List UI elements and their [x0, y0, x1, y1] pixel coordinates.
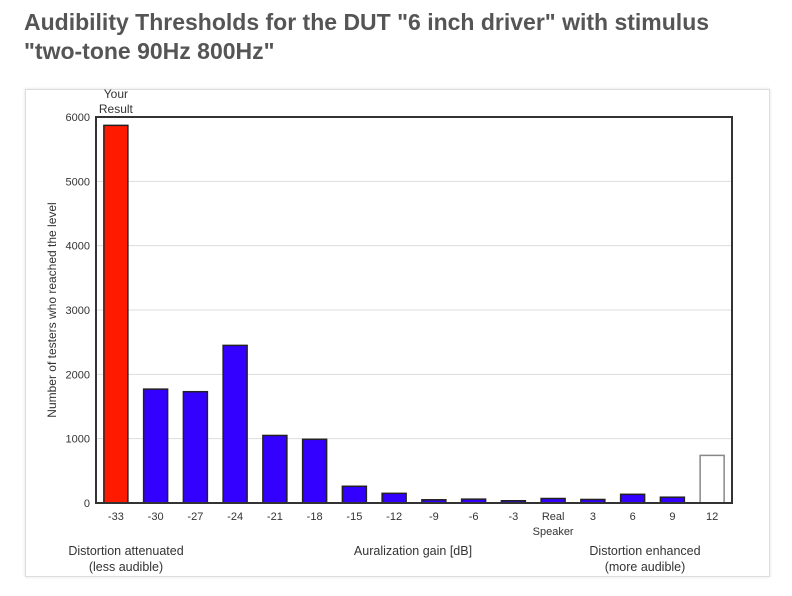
x-tick-label: -6	[469, 511, 479, 523]
y-tick-label: 2000	[66, 369, 90, 381]
bar--12	[381, 492, 407, 504]
bar--18	[301, 438, 328, 504]
y-axis-label: Number of testers who reached the level	[45, 202, 59, 417]
distortion-enhanced-label: Distortion enhanced	[589, 544, 700, 558]
chart-title: Audibility Thresholds for the DUT "6 inc…	[24, 8, 784, 66]
y-tick-labels: 0 1000 2000 3000 4000 5000 6000	[66, 112, 90, 510]
x-tick-label: 9	[669, 511, 675, 523]
y-tick-label: 4000	[66, 241, 90, 253]
x-tick-label: -15	[346, 511, 362, 523]
y-tick-label: 5000	[66, 176, 90, 188]
your-result-label-line-2: Result	[99, 102, 134, 116]
y-tick-label: 3000	[66, 305, 90, 317]
x-tick-label: -27	[187, 511, 203, 523]
bars	[103, 124, 725, 504]
x-tick-label: -9	[429, 511, 439, 523]
bar--33	[103, 124, 129, 504]
x-tick-label: 3	[590, 511, 596, 523]
x-tick-label: -30	[148, 511, 164, 523]
x-tick-label: -12	[386, 511, 402, 523]
x-tick-label: -3	[508, 511, 518, 523]
distortion-attenuated-label: Distortion attenuated	[68, 544, 183, 558]
x-tick-label: -18	[307, 511, 323, 523]
your-result-label-line-1: Your	[104, 87, 128, 101]
x-tick-labels: -33 -30 -27 -24 -21 -18 -15 -12 -9 -6 -3 Real Speake…	[108, 511, 718, 538]
x-tick-label: Speaker	[533, 526, 574, 538]
y-tick-label: 6000	[66, 112, 90, 124]
bar--27	[182, 390, 209, 504]
less-audible-label: (less audible)	[89, 560, 163, 574]
x-tick-label: -33	[108, 511, 124, 523]
x-tick-label: -24	[227, 511, 243, 523]
bar--30	[142, 388, 169, 504]
y-tick-label: 0	[84, 498, 90, 510]
chart-title-line-2: "two-tone 90Hz 800Hz"	[24, 38, 275, 64]
bar-6	[619, 493, 646, 504]
x-axis-label: Auralization gain [dB]	[354, 544, 472, 558]
x-tick-label: 6	[630, 511, 636, 523]
chart-title-line-1: Audibility Thresholds for the DUT "6 inc…	[24, 9, 710, 35]
x-tick-label: -21	[267, 511, 283, 523]
plot-frame	[95, 116, 733, 504]
x-tick-label: 12	[706, 511, 718, 523]
bar--15	[341, 485, 368, 504]
bar--21	[262, 434, 288, 504]
bar-12	[699, 454, 725, 504]
bar--24	[222, 344, 248, 504]
x-tick-label: Real	[542, 511, 565, 523]
more-audible-label: (more audible)	[605, 560, 686, 574]
y-tick-label: 1000	[66, 434, 90, 446]
